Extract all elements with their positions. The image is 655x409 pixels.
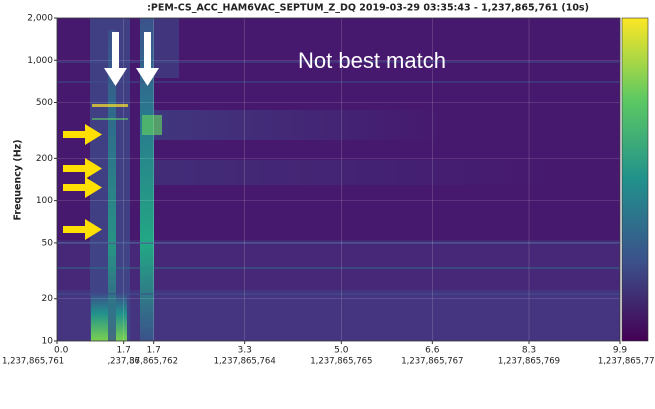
x-tick-label: 3.3: [238, 346, 252, 356]
x-tick-gps: 1,237,865,765: [310, 357, 372, 367]
plot-frame: [56, 17, 621, 342]
annotation: Not best match: [298, 48, 446, 73]
y-axis-label: Frequency (Hz): [13, 139, 24, 220]
chart-title: :PEM-CS_ACC_HAM6VAC_SEPTUM_Z_DQ 2019-03-…: [147, 3, 589, 14]
y-tick-label: 50: [42, 238, 54, 248]
x-tick-label: 1.7: [117, 346, 131, 356]
y-tick-label: 500: [36, 98, 53, 108]
x-tick-gps: 1,237,865,764: [214, 357, 276, 367]
y-tick-label: 1,000: [27, 56, 53, 66]
x-tick-gps: 1,237,865,770: [598, 357, 655, 367]
colorbar: [621, 17, 649, 342]
x-tick-gps: 37,865,762: [129, 357, 178, 367]
y-tick-label: 10: [42, 337, 54, 347]
arrows: [63, 32, 159, 240]
x-tick-label: 5.0: [334, 346, 349, 356]
x-tick-label: 1.7: [147, 346, 161, 356]
x-tick-gps: 1,237,865,769: [498, 357, 560, 367]
y-tick-label: 100: [36, 196, 53, 206]
y-tick-label: 20: [42, 294, 54, 304]
x-tick-label: 0.0: [54, 346, 69, 356]
x-tick-label: 9.9: [613, 346, 628, 356]
y-tick-label: 200: [36, 154, 53, 164]
x-tick-gps: 1,237,865,767: [401, 357, 463, 367]
x-tick-gps: ,237,86: [107, 357, 139, 367]
spectrogram-image: [57, 18, 620, 341]
x-tick-label: 6.6: [425, 346, 440, 356]
x-tick-gps: 1,237,865,761: [2, 357, 64, 367]
y-tick-label: 2,000: [27, 14, 53, 24]
x-tick-label: 8.3: [522, 346, 536, 356]
